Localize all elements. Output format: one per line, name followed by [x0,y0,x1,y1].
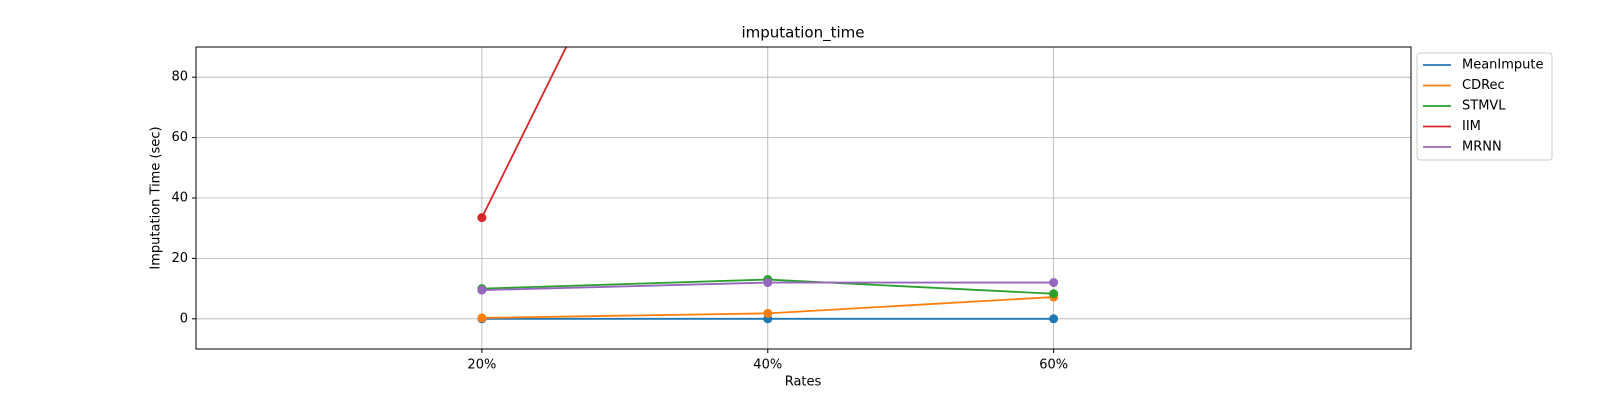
legend-label: CDRec [1462,78,1505,93]
y-axis-label: Imputation Time (sec) [149,126,164,269]
legend: MeanImpute CDRec STMVL IIM MRNN [1416,52,1553,161]
data-point [1049,289,1059,299]
y-tick-label: 60 [171,130,188,145]
y-tick-label: 0 [180,311,188,326]
data-point [1049,278,1059,288]
data-point [763,278,773,288]
x-tick-label: 40% [753,358,782,373]
grid: 0 20 40 60 80 20% 40% 60% [171,47,1411,373]
legend-box [1416,52,1553,161]
y-tick-label: 80 [171,70,188,85]
data-point [763,308,773,318]
data-point [1049,314,1059,324]
data-point [477,285,487,295]
x-axis-label: Rates [785,375,822,390]
x-tick-label: 20% [467,358,496,373]
axes-frame [195,46,1412,350]
y-tick-label: 40 [171,191,188,206]
data-point [477,213,487,223]
plot-area [477,47,1059,324]
legend-label: MRNN [1462,140,1502,155]
legend-label: STMVL [1462,99,1506,114]
legend-label: MeanImpute [1462,58,1544,73]
data-point [477,313,487,323]
y-tick-label: 20 [171,251,188,266]
legend-label: IIM [1462,119,1481,134]
x-tick-label: 60% [1039,358,1068,373]
chart-title: imputation_time [741,24,864,43]
